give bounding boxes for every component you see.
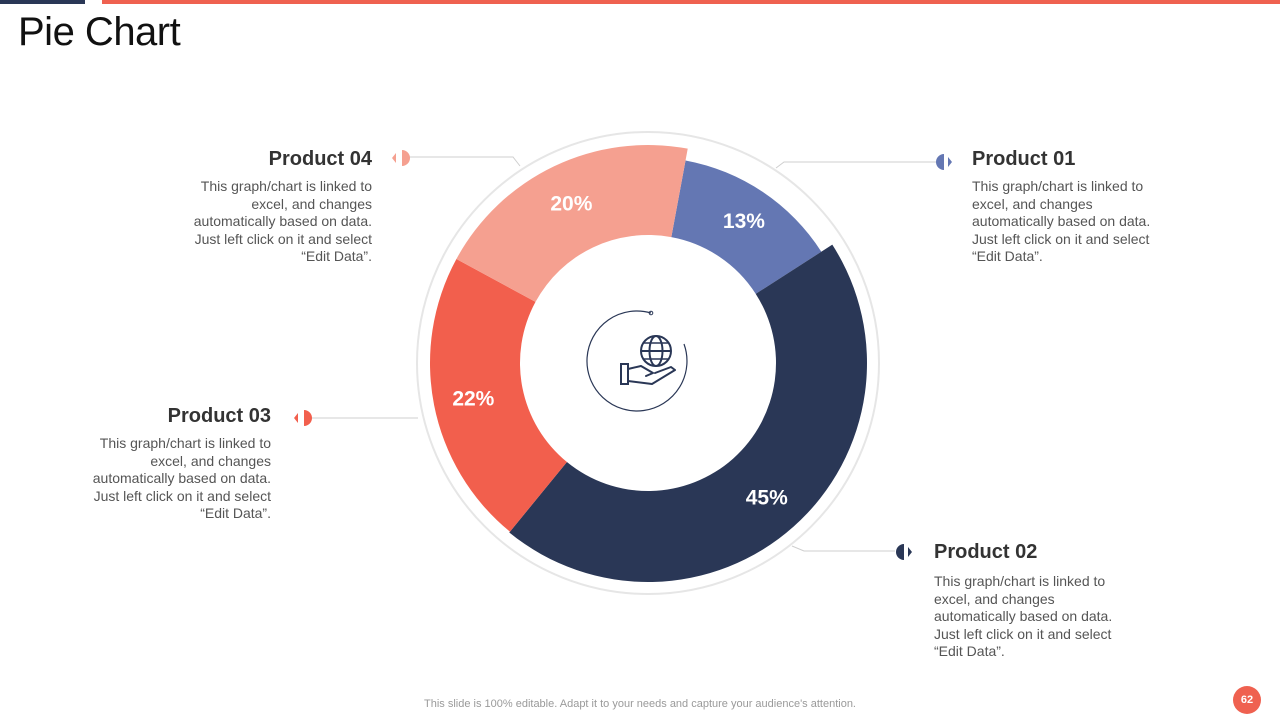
product-01-title: Product 01 [972, 148, 1076, 170]
data-label-product-02: 45% [746, 486, 788, 509]
leader-line-product-01 [775, 161, 938, 169]
slice-product-04 [456, 145, 688, 302]
footer-note: This slide is 100% editable. Adapt it to… [424, 698, 856, 710]
data-label-product-01: 13% [723, 210, 765, 233]
product-02-title: Product 02 [934, 541, 1038, 563]
slice-product-01 [671, 160, 822, 294]
product-03-description: This graph/chart is linked to excel, and… [92, 435, 271, 522]
marker-product-02 [896, 544, 912, 560]
data-label-product-03: 22% [452, 387, 494, 410]
top-bar-dark [0, 0, 85, 4]
leader-line-product-02 [791, 545, 895, 552]
leader-line-product-04 [408, 156, 521, 167]
product-01-description: This graph/chart is linked to excel, and… [972, 178, 1151, 265]
marker-product-03 [294, 410, 312, 426]
product-04-title: Product 04 [268, 148, 372, 170]
data-label-product-04: 20% [550, 192, 592, 215]
marker-product-04 [392, 150, 410, 166]
product-04-description: This graph/chart is linked to excel, and… [193, 178, 372, 265]
top-bar-accent [102, 0, 1280, 4]
slide-title: Pie Chart [18, 10, 181, 54]
marker-product-01 [936, 154, 952, 170]
product-02-description: This graph/chart is linked to excel, and… [934, 573, 1113, 660]
hand-holding-globe-icon [586, 310, 688, 412]
page-number-badge: 62 [1233, 686, 1261, 714]
slice-product-02 [509, 244, 867, 582]
product-03-title: Product 03 [167, 405, 271, 427]
slice-product-03 [430, 258, 567, 532]
chart-outer-ring [416, 131, 880, 595]
